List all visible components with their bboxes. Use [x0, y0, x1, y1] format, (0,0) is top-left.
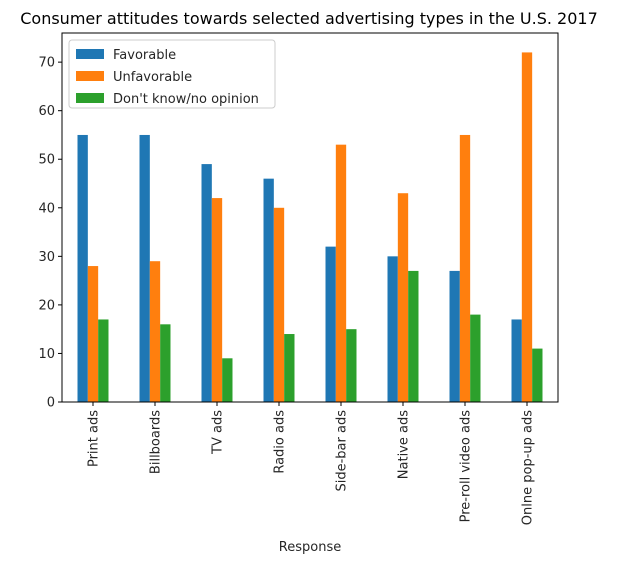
y-tick-label: 50 — [38, 153, 55, 168]
bar-unfavorable-side-bar-ads — [335, 144, 347, 403]
legend-swatch — [76, 93, 104, 103]
bar-favorable-radio-ads — [263, 178, 274, 402]
bar-unfavorable-onlne-pop-up-ads — [521, 52, 533, 403]
x-tick-label: Pre-roll video ads — [459, 410, 474, 523]
legend-label: Unfavorable — [113, 70, 192, 85]
bar-don-t-know-no-opinion-onlne-pop-up-ads — [532, 348, 543, 402]
bar-unfavorable-tv-ads — [211, 198, 223, 402]
legend-label: Don't know/no opinion — [113, 92, 259, 107]
bar-unfavorable-billboards — [149, 261, 161, 402]
bar-don-t-know-no-opinion-native-ads — [408, 270, 419, 402]
x-tick-label: TV ads — [211, 410, 226, 455]
bar-don-t-know-no-opinion-print-ads — [98, 319, 109, 402]
y-tick-label: 20 — [38, 298, 55, 313]
y-tick-label: 0 — [47, 396, 55, 411]
bar-favorable-onlne-pop-up-ads — [511, 319, 522, 402]
y-tick-label: 70 — [38, 56, 55, 71]
bar-favorable-print-ads — [77, 134, 88, 402]
legend-swatch — [76, 71, 104, 81]
bar-favorable-tv-ads — [201, 164, 212, 402]
y-tick-label: 40 — [38, 201, 55, 216]
x-axis: Print ads Billboards TV ads Radio ads Side-b… — [87, 402, 536, 525]
y-axis: 0 10 20 30 40 50 60 70 — [38, 56, 62, 411]
legend-label: Favorable — [113, 48, 176, 63]
bars-group — [77, 52, 543, 403]
bar-unfavorable-native-ads — [397, 193, 409, 402]
bar-favorable-billboards — [139, 134, 150, 402]
bar-unfavorable-radio-ads — [273, 207, 285, 402]
x-axis-title: Response — [279, 540, 341, 555]
bar-don-t-know-no-opinion-side-bar-ads — [346, 329, 357, 402]
x-tick-label: Onlne pop-up ads — [521, 410, 536, 525]
bar-favorable-native-ads — [387, 256, 398, 402]
legend: Favorable Unfavorable Don't know/no opinio… — [68, 39, 276, 109]
y-tick-label: 10 — [38, 347, 55, 362]
bar-don-t-know-no-opinion-billboards — [160, 324, 171, 402]
x-tick-label: Billboards — [149, 410, 164, 474]
bar-unfavorable-print-ads — [87, 266, 99, 402]
legend-swatch — [76, 49, 104, 59]
legend-box — [68, 39, 276, 109]
x-tick-label: Native ads — [397, 410, 412, 479]
x-tick-label: Radio ads — [273, 410, 288, 474]
bar-don-t-know-no-opinion-radio-ads — [284, 334, 295, 402]
bar-don-t-know-no-opinion-pre-roll-video-ads — [470, 314, 481, 402]
bar-favorable-pre-roll-video-ads — [449, 270, 460, 402]
chart-title: Consumer attitudes towards selected adve… — [20, 9, 598, 28]
bar-favorable-side-bar-ads — [325, 246, 336, 402]
x-tick-label: Side-bar ads — [335, 410, 350, 492]
x-tick-label: Print ads — [87, 410, 102, 467]
plot-frame — [61, 32, 559, 403]
bar-unfavorable-pre-roll-video-ads — [459, 134, 471, 402]
bar-don-t-know-no-opinion-tv-ads — [222, 358, 233, 402]
y-tick-label: 30 — [38, 250, 55, 265]
y-tick-label: 60 — [38, 104, 55, 119]
